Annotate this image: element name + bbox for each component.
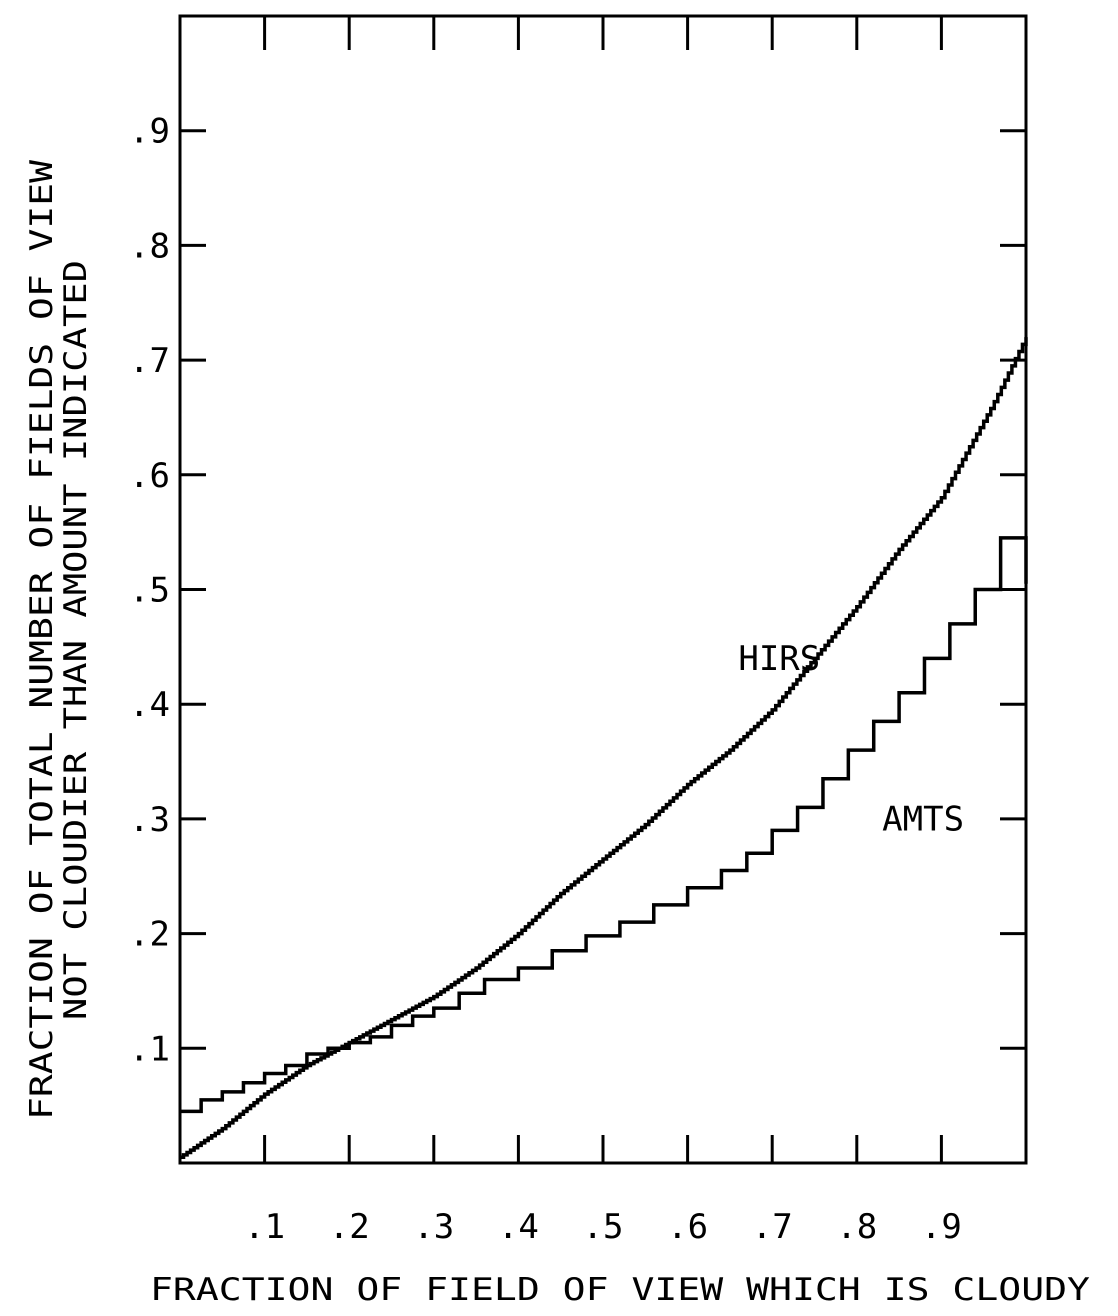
- y-tick-label: .8: [129, 226, 170, 266]
- y-tick-label: .6: [129, 456, 170, 496]
- x-tick-label: .2: [329, 1207, 370, 1247]
- y-tick-label: .7: [129, 341, 170, 381]
- y-tick-label: .2: [129, 915, 170, 955]
- y-tick-label: .4: [129, 685, 170, 725]
- plot-frame: [178, 14, 1028, 1165]
- y-axis-label: FRACTION OF TOTAL NUMBER OF FIELDS OF VI…: [24, 160, 94, 1120]
- plot-area: [178, 14, 1028, 1165]
- series-label-amts: AMTS: [882, 799, 964, 839]
- series-group: [180, 337, 1028, 1160]
- series-annotations: HIRS AMTS: [738, 639, 964, 840]
- y-tick-label: .5: [129, 571, 170, 611]
- x-tick-labels: .1 .2 .3 .4 .5 .6 .7 .8 .9: [244, 1207, 962, 1247]
- x-tick-label: .6: [667, 1207, 708, 1247]
- x-tick-label: .1: [244, 1207, 285, 1247]
- x-tick-label: .9: [921, 1207, 962, 1247]
- series-line-hirs: [180, 337, 1028, 1160]
- y-tick-labels: .1 .2 .3 .4 .5 .6 .7 .8 .9: [129, 112, 170, 1070]
- x-tick-label: .3: [413, 1207, 454, 1247]
- x-tick-label: .5: [583, 1207, 624, 1247]
- series-line-amts: [180, 536, 1028, 1114]
- series-label-hirs: HIRS: [738, 639, 820, 679]
- x-tick-label: .7: [752, 1207, 793, 1247]
- y-tick-label: .9: [129, 112, 170, 152]
- axis-ticks: [180, 16, 1026, 1163]
- x-axis-label: FRACTION OF FIELD OF VIEW WHICH IS CLOUD…: [150, 1272, 1090, 1308]
- y-tick-label: .1: [129, 1029, 170, 1069]
- x-tick-label: .8: [836, 1207, 877, 1247]
- y-axis-label-line-1: FRACTION OF TOTAL NUMBER OF FIELDS OF VI…: [24, 160, 60, 1120]
- y-axis-label-line-2: NOT CLOUDIER THAN AMOUNT INDICATED: [58, 260, 94, 1020]
- y-tick-label: .3: [129, 800, 170, 840]
- x-tick-label: .4: [498, 1207, 539, 1247]
